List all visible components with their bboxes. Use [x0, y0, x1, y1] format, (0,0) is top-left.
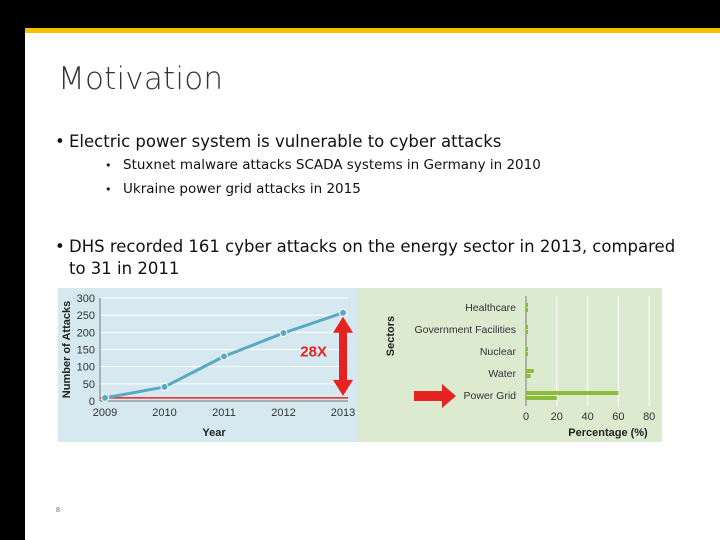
bar-chart-bar	[526, 325, 528, 329]
bullet-1: • Electric power system is vulnerable to …	[55, 132, 501, 151]
line-chart-x-axis-label: Year	[202, 427, 226, 439]
bar-chart-bar-secondary	[526, 396, 557, 400]
bar-chart-bar-secondary	[526, 352, 528, 356]
bar-chart-category-label: Government Facilities	[414, 324, 516, 336]
sub-bullet-dot: •	[105, 159, 112, 172]
bar-chart-x-tick-label: 40	[581, 411, 593, 423]
bullet-2-text-line2: to 31 in 2011	[69, 259, 180, 278]
line-chart-point	[160, 382, 169, 391]
line-chart-x-tick-label: 2010	[152, 407, 176, 419]
bar-chart-x-tick-label: 0	[523, 411, 529, 423]
slide-title: Motivation	[58, 61, 224, 97]
line-chart-x-tick-label: 2011	[212, 407, 236, 419]
left-bar	[0, 30, 25, 540]
line-chart-y-tick-label: 300	[77, 293, 95, 305]
line-chart-annotation: 28X	[300, 343, 327, 360]
bullet-1-text: Electric power system is vulnerable to c…	[69, 132, 502, 151]
bullet-2: • DHS recorded 161 cyber attacks on the e…	[55, 236, 695, 280]
line-chart-point	[279, 329, 288, 338]
line-chart-point	[339, 308, 347, 317]
bar-chart-bar	[526, 347, 528, 351]
bar-chart-category-label: Nuclear	[480, 346, 517, 358]
line-chart-y-tick-label: 250	[77, 310, 95, 322]
line-chart-y-tick-label: 0	[89, 396, 95, 408]
sub-bullet-dot: •	[105, 183, 112, 196]
bar-chart-bar-secondary	[526, 374, 531, 378]
line-chart-y-tick-label: 100	[77, 362, 95, 374]
bar-chart-bar	[526, 369, 534, 373]
bar-chart-y-axis-label: Sectors	[385, 316, 397, 356]
bar-chart-bar-secondary	[526, 308, 528, 312]
accent-bar	[25, 28, 720, 33]
bullet-dot: •	[55, 132, 65, 151]
sub-bullet-1: • Stuxnet malware attacks SCADA systems i…	[105, 157, 541, 173]
bar-chart-bar	[526, 391, 619, 395]
slide-body: Motivation • Electric power system is vul…	[25, 33, 720, 540]
line-chart-x-tick-label: 2012	[271, 407, 295, 419]
bullet-dot: •	[55, 237, 65, 256]
line-chart-growth-arrow	[333, 316, 353, 396]
top-bar	[0, 0, 720, 30]
bar-chart-x-tick-label: 60	[612, 411, 624, 423]
line-chart-y-tick-label: 50	[83, 379, 95, 391]
sub-bullet-1-text: Stuxnet malware attacks SCADA systems in…	[123, 157, 541, 173]
bar-chart-category-label: Water	[488, 368, 516, 380]
line-chart-y-tick-label: 200	[77, 327, 95, 339]
sub-bullet-2-text: Ukraine power grid attacks in 2015	[123, 181, 361, 197]
sub-bullet-2: • Ukraine power grid attacks in 2015	[105, 181, 361, 197]
line-chart-x-tick-label: 2013	[331, 407, 355, 419]
page-number: 8	[56, 507, 60, 514]
bar-chart-category-label: Healthcare	[465, 302, 516, 314]
line-chart-y-axis-label: Number of Attacks	[61, 301, 73, 398]
line-chart-point	[220, 352, 228, 361]
bar-chart-bar	[526, 303, 528, 307]
bar-chart-bar-secondary	[526, 330, 528, 334]
line-chart-x-tick-label: 2009	[93, 407, 117, 419]
bar-chart-x-axis-label: Percentage (%)	[568, 427, 648, 439]
bar-chart-category-label: Power Grid	[463, 390, 516, 402]
bar-chart-pointer-arrow	[414, 384, 456, 408]
line-chart-point	[101, 393, 109, 402]
bar-chart-background	[358, 288, 662, 442]
line-chart: 0 50 100 150 200 250 300 2009 2010 2011 2012 2013 Ye…	[61, 293, 355, 439]
bar-chart: 020406080100HealthcareGovernment Facilit…	[385, 296, 655, 439]
bar-chart-x-tick-label: 80	[643, 411, 655, 423]
bullet-2-text-line1: DHS recorded 161 cyber attacks on the en…	[69, 237, 676, 256]
bar-chart-x-tick-label: 20	[551, 411, 563, 423]
line-chart-y-tick-label: 150	[77, 345, 95, 357]
